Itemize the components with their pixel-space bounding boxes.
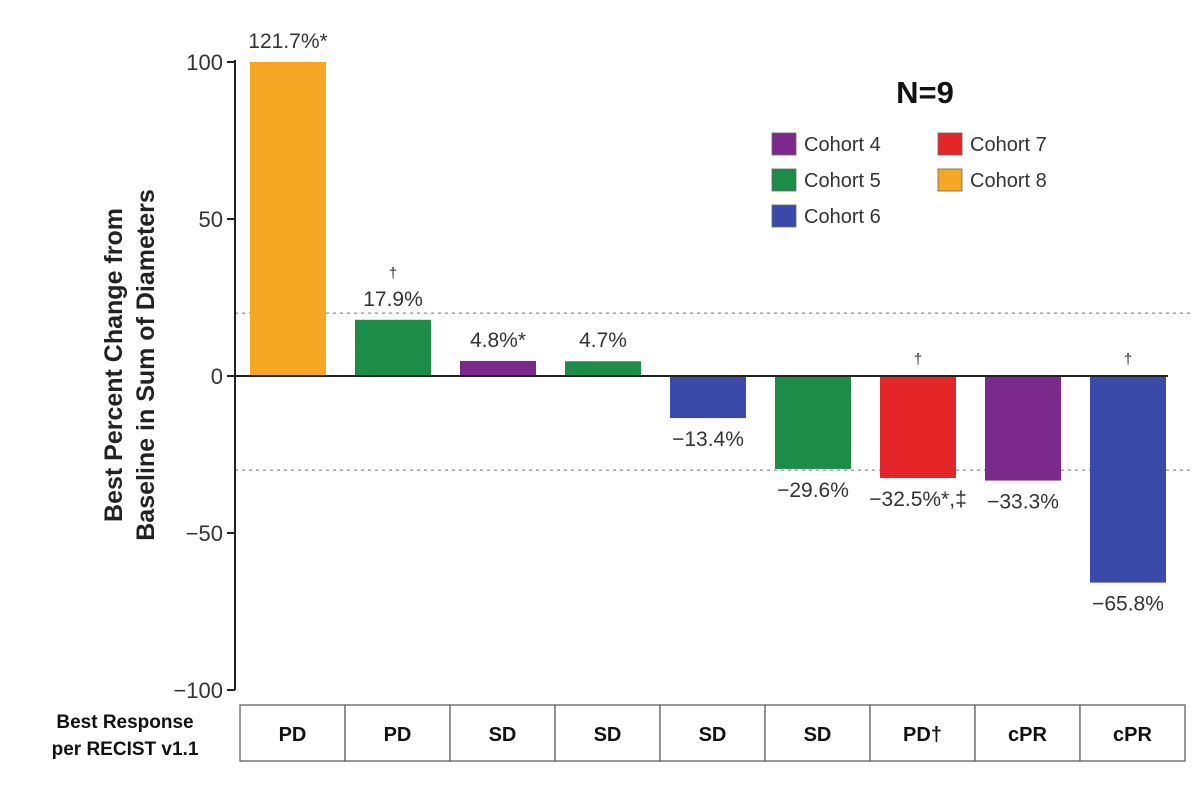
response-cell-box xyxy=(764,704,871,762)
legend: N=9 Cohort 4 Cohort 7 Cohort 5 Cohort 8 Cohor… xyxy=(771,75,1047,228)
reference-lines xyxy=(235,312,1192,471)
bar-value-label: −32.5%*,‡ xyxy=(869,488,967,511)
bar-value-label: 17.9% xyxy=(363,288,423,311)
y-tick-label: 100 xyxy=(186,50,223,75)
legend-label: Cohort 8 xyxy=(970,170,1047,192)
bar xyxy=(880,376,956,479)
response-cell-label: PD xyxy=(384,724,412,746)
response-cell-label: SD xyxy=(594,724,622,746)
y-tick-label: −50 xyxy=(186,521,223,546)
legend-swatch xyxy=(937,168,963,192)
legend-swatch xyxy=(771,132,797,156)
bar-value-label: 4.8%* xyxy=(470,329,526,352)
dagger-mark: † xyxy=(1124,351,1132,368)
y-tick-label: 0 xyxy=(211,364,223,389)
response-cell-box xyxy=(869,704,976,762)
bar-value-label: −13.4% xyxy=(672,428,744,451)
bar-value-label: −33.3% xyxy=(987,491,1059,514)
bar xyxy=(670,376,746,419)
response-cell-box xyxy=(974,704,1081,762)
legend-label: Cohort 7 xyxy=(970,134,1047,156)
response-cell-box xyxy=(449,704,556,762)
bar-value-label: 4.7% xyxy=(579,329,627,352)
response-cell-label: SD xyxy=(489,724,517,746)
bar xyxy=(985,376,1061,481)
response-cell-label: SD xyxy=(699,724,727,746)
response-table: Best Response per RECIST v1.1 PD PD SD SD SD SD… xyxy=(52,704,1186,762)
legend-label: Cohort 5 xyxy=(804,170,881,192)
dagger-mark: † xyxy=(389,265,397,282)
y-axis-title-line2: Baseline in Sum of Diameters xyxy=(132,189,160,541)
y-axis-title: Best Percent Change from Baseline in Sum … xyxy=(100,189,160,541)
legend-label: Cohort 6 xyxy=(804,206,881,228)
y-tick-label: 50 xyxy=(199,207,223,232)
legend-swatch xyxy=(937,132,963,156)
dagger-mark: † xyxy=(914,351,922,368)
y-axis-title-line1: Best Percent Change from xyxy=(100,208,128,522)
bars-group xyxy=(250,62,1166,583)
bar xyxy=(1090,376,1166,583)
response-cell-box xyxy=(239,704,346,762)
bar-value-label: −65.8% xyxy=(1092,593,1164,616)
response-cell-box xyxy=(344,704,451,762)
legend-label: Cohort 4 xyxy=(804,134,881,156)
response-cell-label: cPR xyxy=(1113,724,1152,746)
bar-value-label: 121.7%* xyxy=(248,30,327,53)
bar xyxy=(775,376,851,469)
response-cell-label: cPR xyxy=(1008,724,1047,746)
bar xyxy=(565,361,641,376)
response-cell-label: PD† xyxy=(903,724,942,746)
response-cell-label: SD xyxy=(804,724,832,746)
response-cell-box xyxy=(1079,704,1186,762)
response-table-header-line1: Best Response xyxy=(56,712,193,733)
response-cell-box xyxy=(659,704,766,762)
y-tick-label: −100 xyxy=(173,678,223,703)
bar-value-label: −29.6% xyxy=(777,479,849,502)
legend-swatch xyxy=(771,168,797,192)
bar xyxy=(460,360,536,376)
sample-size-label: N=9 xyxy=(896,75,954,110)
response-cell-label: PD xyxy=(279,724,307,746)
bar xyxy=(355,319,431,376)
axes-group: 100 50 0 −50 −100 Best Percent Change from Bas… xyxy=(100,50,1168,703)
legend-swatch xyxy=(771,204,797,228)
response-table-header-line2: per RECIST v1.1 xyxy=(52,739,199,760)
bar-labels-group: 121.7%* 17.9% † 4.8%* 4.7% −13.4% −29.6% −32.5%… xyxy=(248,30,1164,616)
bar xyxy=(250,62,326,376)
